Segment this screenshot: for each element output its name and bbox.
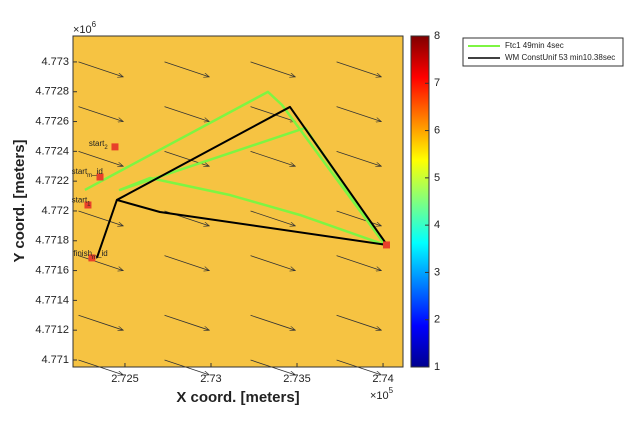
annotation-text: start: [72, 196, 88, 205]
exponent-base: ×10: [73, 24, 92, 36]
point-marker: [84, 201, 92, 209]
x-tick-label: 2.725: [111, 373, 139, 385]
quiver-arrow: [250, 314, 296, 330]
y-tick-label: 4.7726: [35, 115, 69, 127]
annotation: start2: [89, 139, 109, 150]
series-line: [95, 105, 388, 259]
annotation-sub: m: [87, 173, 92, 179]
exponent-power: 5: [389, 386, 394, 395]
annotation: startm_id: [72, 167, 103, 178]
legend-label: Ftc1 49min 4sec: [505, 41, 564, 50]
y-tick-label: 4.773: [41, 56, 69, 68]
quiver-arrow: [78, 210, 124, 226]
y-tick-label: 4.7724: [35, 145, 69, 157]
quiver-arrow: [250, 210, 296, 226]
axes-frame: [72, 35, 404, 368]
annotation-sub: m: [92, 255, 97, 261]
colorbar: [410, 35, 430, 368]
quiver-arrow: [250, 255, 296, 271]
colorbar-tick-label: 6: [434, 124, 440, 136]
quiver-arrow: [164, 61, 210, 77]
quiver-arrow: [336, 255, 382, 271]
point-marker: [88, 254, 96, 262]
quiver-arrow: [78, 61, 124, 77]
axis-exponent: ×105: [370, 386, 394, 402]
legend: [462, 37, 624, 67]
y-tick-label: 4.7718: [35, 235, 69, 247]
y-tick-label: 4.7716: [35, 264, 69, 276]
quiver-arrow: [336, 210, 382, 226]
point-marker: [382, 241, 390, 249]
annotation: finishm_id: [73, 249, 107, 260]
annotation-sub: 2: [104, 144, 108, 150]
x-label: X coord. [meters]: [176, 389, 299, 406]
colorbar-tick-label: 3: [434, 266, 440, 278]
y-tick-label: 4.7722: [35, 175, 69, 187]
quiver-arrow: [164, 106, 210, 122]
exponent-power: 6: [92, 20, 97, 29]
quiver-arrow: [250, 61, 296, 77]
quiver-arrow: [336, 106, 382, 122]
quiver-arrow: [164, 314, 210, 330]
colorbar-tick-label: 1: [434, 361, 440, 373]
quiver-arrow: [78, 314, 124, 330]
y-tick-label: 4.771: [41, 354, 69, 366]
plot-area: [73, 36, 403, 367]
x-tick-label: 2.73: [200, 373, 221, 385]
y-tick-label: 4.7712: [35, 324, 69, 336]
quiver-arrow: [78, 255, 124, 271]
point-marker: [96, 173, 104, 181]
annotation-tail: _id: [96, 249, 108, 258]
x-tick-label: 2.74: [372, 373, 393, 385]
y-tick-label: 4.772: [41, 205, 69, 217]
annotation: start1: [72, 196, 92, 207]
quiver-arrow: [78, 150, 124, 166]
point-marker: [111, 143, 119, 151]
quiver-arrow: [164, 255, 210, 271]
y-tick-label: 4.7728: [35, 86, 69, 98]
annotation-text: finish: [73, 249, 92, 258]
colorbar-tick-label: 8: [434, 30, 440, 42]
colorbar-tick-label: 4: [434, 219, 440, 231]
quiver-arrow: [250, 106, 296, 122]
colorbar-tick-label: 2: [434, 314, 440, 326]
quiver-arrow: [78, 106, 124, 122]
colorbar-tick-label: 7: [434, 77, 440, 89]
quiver-arrow: [336, 314, 382, 330]
x-tick-label: 2.735: [283, 373, 311, 385]
annotation-sub: 1: [87, 201, 91, 207]
quiver-arrow: [336, 61, 382, 77]
y-tick-label: 4.7714: [35, 294, 69, 306]
exponent-base: ×10: [370, 390, 389, 402]
annotation-tail: _id: [91, 167, 103, 176]
quiver-arrow: [336, 150, 382, 166]
colorbar-tick-label: 5: [434, 172, 440, 184]
legend-label: WM ConstUnif 53 min10.38sec: [505, 53, 615, 62]
annotation-text: start: [89, 139, 105, 148]
annotation-text: start: [72, 167, 88, 176]
quiver-arrow: [250, 150, 296, 166]
series-line: [84, 90, 387, 247]
axis-exponent: ×106: [73, 20, 97, 36]
y-label: Y coord. [meters]: [11, 139, 28, 262]
